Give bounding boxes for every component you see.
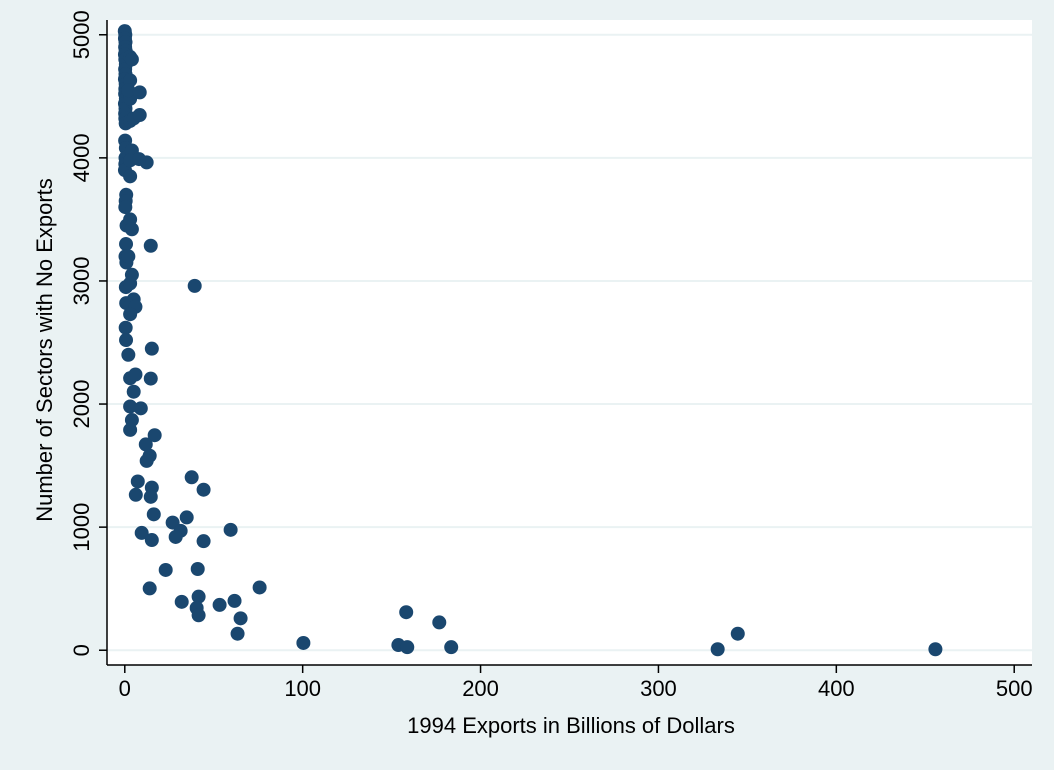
point [184,470,199,485]
point [432,615,447,630]
x-tick-label: 100 [284,676,321,701]
point [196,482,211,497]
point [730,626,745,641]
y-tick-label: 0 [69,644,94,656]
point [399,605,414,620]
point [143,238,158,253]
y-axis-title: Number of Sectors with No Exports [32,178,57,522]
point [119,237,134,252]
point [130,474,145,489]
point [144,341,159,356]
point [168,529,183,544]
y-tick-label: 5000 [69,10,94,59]
point [121,249,136,264]
y-tick-label: 3000 [69,256,94,305]
point [138,437,153,452]
point [158,562,173,577]
point [710,642,725,657]
x-tick-label: 500 [996,676,1033,701]
point [187,278,202,293]
point [143,371,158,386]
point [123,399,138,414]
y-tick-label: 1000 [69,503,94,552]
point [928,642,943,657]
point [444,640,459,655]
point [191,608,206,623]
point [146,507,161,522]
x-tick-label: 300 [640,676,677,701]
point [139,453,154,468]
point [144,533,159,548]
x-tick-label: 400 [818,676,855,701]
point [123,276,138,291]
point [174,594,189,609]
point [121,347,136,362]
point [179,510,194,525]
point [118,320,133,335]
point [143,489,158,504]
point [123,422,138,437]
point [191,589,206,604]
point [124,52,139,67]
point [147,428,162,443]
x-tick-label: 0 [119,676,131,701]
point [128,367,143,382]
y-tick-label: 4000 [69,133,94,182]
point [123,307,138,322]
point [196,534,211,549]
point [223,522,238,537]
point [123,169,138,184]
point [118,200,133,215]
x-tick-label: 200 [462,676,499,701]
point [126,384,141,399]
point [132,85,147,100]
point [121,83,136,98]
point [124,222,139,237]
point [132,108,147,123]
point [400,640,415,655]
point [296,635,311,650]
point [190,561,205,576]
point [132,152,147,167]
point [134,525,149,540]
x-axis-title: 1994 Exports in Billions of Dollars [407,713,735,738]
y-tick-label: 2000 [69,380,94,429]
point [227,593,242,608]
point [212,597,227,612]
point [233,611,248,626]
point [119,333,134,348]
point [252,580,267,595]
plot-area [107,20,1032,665]
point [230,626,245,641]
point [128,487,143,502]
point [142,581,157,596]
point [133,401,148,416]
